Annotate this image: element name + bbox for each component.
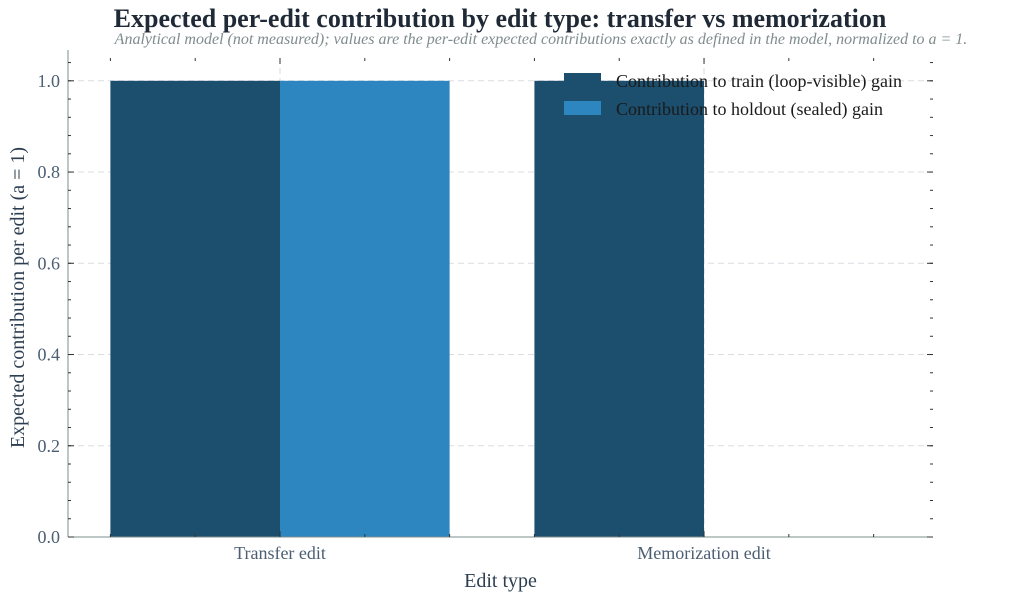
- y-tick-label: 0.4: [38, 345, 61, 365]
- chart-title: Expected per-edit contribution by edit t…: [113, 4, 887, 33]
- legend-label: Contribution to holdout (sealed) gain: [616, 99, 883, 120]
- chart-subtitle: Analytical model (not measured); values …: [114, 31, 968, 48]
- bar: [280, 80, 450, 538]
- legend-swatch: [564, 73, 601, 87]
- x-tick-label: Transfer edit: [234, 543, 326, 563]
- y-tick-label: 0.8: [38, 162, 61, 182]
- y-tick-label: 1.0: [38, 71, 61, 91]
- axes: [67, 50, 933, 538]
- y-tick-label: 0.6: [38, 253, 61, 273]
- x-axis-label: Edit type: [464, 570, 537, 592]
- legend-swatch: [564, 101, 601, 115]
- bar: [534, 80, 705, 538]
- bar: [110, 80, 281, 538]
- legend-label: Contribution to train (loop-visible) gai…: [616, 71, 902, 92]
- y-tick-label: 0.2: [38, 436, 61, 456]
- y-tick-label: 0.0: [38, 527, 61, 547]
- y-axis-label: Expected contribution per edit (a = 1): [7, 147, 29, 448]
- legend: Contribution to train (loop-visible) gai…: [564, 71, 902, 120]
- x-tick-label: Memorization edit: [637, 543, 770, 563]
- bars: [110, 80, 705, 538]
- tick-labels: 0.0 0.2 0.4 0.6 0.8 1.0 Transfer edit Memorizat…: [38, 71, 771, 563]
